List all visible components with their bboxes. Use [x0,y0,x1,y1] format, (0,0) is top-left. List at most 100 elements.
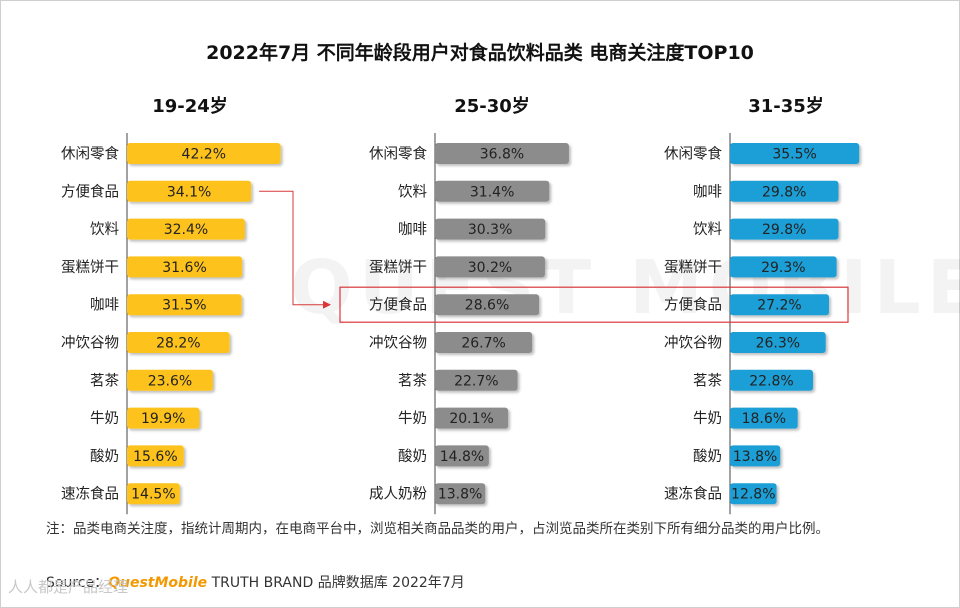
panel-2-bar-9 [730,483,777,505]
panel-0-value-label-0: 42.2% [182,147,226,163]
panel-1-bar-2 [435,218,546,240]
panel-1-category-label-5: 冲饮谷物 [369,335,427,352]
panel-0-category-label-2: 饮料 [90,221,119,238]
panel-0-bar-0 [127,143,281,164]
panel-1-bar-4 [435,294,540,316]
panel-1-value-label-6: 22.7% [454,373,498,389]
panel-0-category-label-6: 茗茶 [90,372,119,389]
panel-1-category-label-7: 牛奶 [398,410,427,427]
panel-2-value-label-0: 35.5% [772,147,816,163]
panel-1-value-label-7: 20.1% [449,411,493,427]
panel-2-category-label-4: 方便食品 [664,297,722,314]
panel-2-category-label-2: 饮料 [693,221,722,238]
panel-2-bar-3 [730,256,837,278]
panel-2-value-label-7: 18.6% [742,411,786,427]
panel-1-value-label-1: 31.4% [470,184,514,200]
panel-0-value-label-5: 28.2% [156,336,200,352]
panel-0-value-label-4: 31.5% [162,298,206,314]
panel-1-value-label-5: 26.7% [461,336,505,352]
panel-0-category-label-4: 咖啡 [90,297,119,314]
panel-2-bar-1 [730,180,839,202]
panel-0-value-label-9: 14.5% [131,487,175,503]
panel-0-category-label-3: 蛋糕饼干 [61,259,119,276]
panel-1-bar-8 [435,445,489,467]
panel-1-value-label-4: 28.6% [465,298,509,314]
panel-0-category-label-5: 冲饮谷物 [61,335,119,352]
panel-0-value-label-3: 31.6% [162,260,206,276]
panel-1-category-label-9: 成人奶粉 [369,486,427,503]
panel-2-category-label-8: 酸奶 [693,448,722,465]
panel-2-value-label-6: 22.8% [749,373,793,389]
panel-2-value-label-4: 27.2% [757,298,801,314]
panel-2-bar-0 [730,143,860,164]
panel-2-value-label-1: 29.8% [762,184,806,200]
panel-1-category-label-8: 酸奶 [398,448,427,465]
panel-0-value-label-2: 32.4% [164,222,208,238]
footnote: 注：品类电商关注度，指统计周期内，在电商平台中，浏览相关商品品类的用户，占浏览品… [46,521,829,537]
panel-2-bar-8 [730,445,781,467]
panel-0-value-label-6: 23.6% [148,373,192,389]
panel-2-value-label-5: 26.3% [756,336,800,352]
panel-1-bar-1 [435,180,550,202]
panel-1-category-label-3: 蛋糕饼干 [369,259,427,276]
panel-2-bar-5 [730,332,826,353]
source-prefix: Source： [46,575,109,591]
panel-2-category-label-9: 速冻食品 [664,485,722,503]
panel-0-bar-5 [127,332,230,353]
panel-1-category-label-0: 休闲零食 [369,146,427,163]
panel-0-bar-2 [127,218,245,240]
panel-0-bar-9 [127,483,180,505]
panel-1-category-label-1: 饮料 [398,183,427,200]
source-rest: TRUTH BRAND 品牌数据库 2022年7月 [207,575,465,591]
panel-2-bar-6 [730,369,813,391]
panel-2-category-label-1: 咖啡 [693,183,722,200]
panel-1-category-label-2: 咖啡 [398,221,427,238]
panel-0-bar-6 [127,369,213,391]
panel-2-category-label-5: 冲饮谷物 [664,335,722,352]
watermark-logo: 人人都是产品经理 [8,578,129,596]
panel-title-19-24: 19-24岁 [152,96,228,117]
panel-0-category-label-9: 速冻食品 [61,485,119,503]
panel-0-value-label-1: 34.1% [167,184,211,200]
panel-0-category-label-1: 方便食品 [61,183,119,200]
source-brand: QuestMobile [108,575,208,591]
panel-1-bar-5 [435,332,533,353]
panel-1-bar-3 [435,256,545,278]
panel-0-category-label-7: 牛奶 [90,410,119,427]
panel-1-value-label-3: 30.2% [468,260,512,276]
panel-2-category-label-0: 休闲零食 [664,146,722,163]
panel-1-category-label-4: 方便食品 [369,297,427,314]
panel-1-value-label-2: 30.3% [468,222,512,238]
panel-2-value-label-3: 29.3% [761,260,805,276]
panel-2-value-label-2: 29.8% [762,222,806,238]
panel-0-bar-7 [127,407,200,429]
highlight-box [339,286,849,323]
panel-1-bar-9 [435,483,486,505]
panel-1-value-label-8: 14.8% [440,449,484,465]
panel-2-category-label-3: 蛋糕饼干 [664,259,722,276]
panel-2-value-label-8: 13.8% [733,449,777,465]
panel-title-25-30: 25-30岁 [454,96,530,117]
panel-1-category-label-6: 茗茶 [398,372,427,389]
panel-1-bar-6 [435,369,518,391]
panel-0-bar-1 [127,180,252,202]
panel-2-category-label-6: 茗茶 [693,372,722,389]
panel-0-bar-4 [127,294,242,316]
panel-2-bar-2 [730,218,839,240]
panel-0-category-label-8: 酸奶 [90,448,119,465]
chart-title: 2022年7月 不同年龄段用户对食品饮料品类 电商关注度TOP10 [206,42,754,64]
panel-0-value-label-7: 19.9% [141,411,185,427]
panel-1-value-label-9: 13.8% [438,487,482,503]
panel-title-31-35: 31-35岁 [748,96,824,117]
panel-0-bar-3 [127,256,243,278]
panel-1-value-label-0: 36.8% [480,147,524,163]
panel-1-bar-7 [435,407,509,429]
panel-2-bar-7 [730,407,798,429]
panel-2-value-label-9: 12.8% [731,487,775,503]
panel-2-bar-4 [730,294,830,316]
source-line: Source：QuestMobile TRUTH BRAND 品牌数据库 202… [46,572,465,592]
panel-0-bar-8 [127,445,184,467]
panel-2-category-label-7: 牛奶 [693,410,722,427]
panel-0-value-label-8: 15.6% [133,449,177,465]
